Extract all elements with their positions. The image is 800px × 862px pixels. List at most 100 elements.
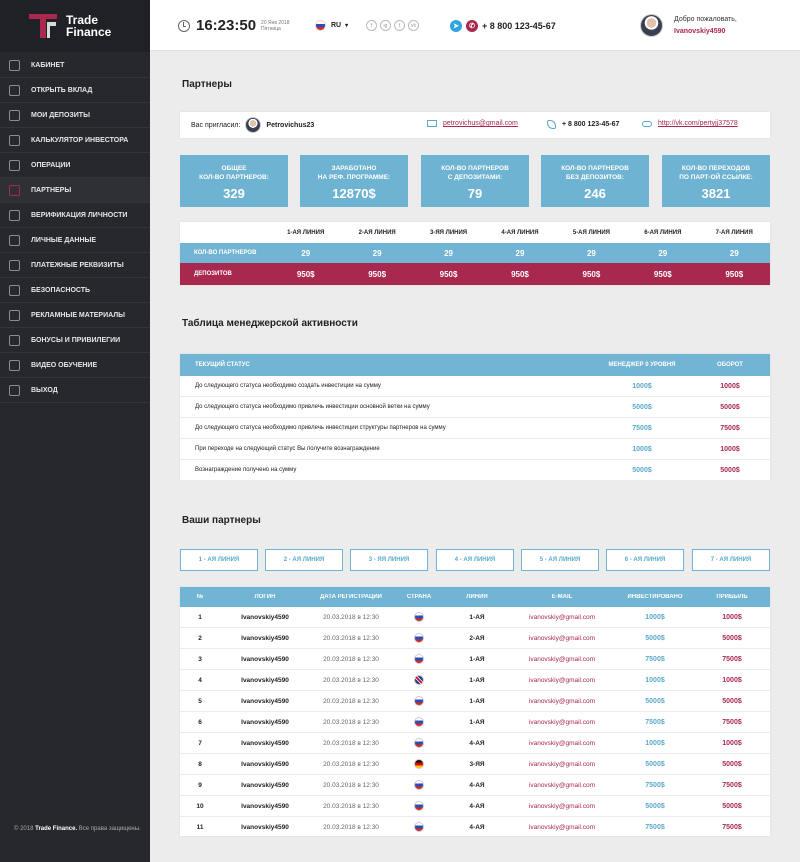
manager-header-cell: МЕНЕДЖЕР 0 УРОВНЯ [608, 362, 676, 368]
sidebar-item-13[interactable]: ВЫХОД [0, 378, 150, 403]
line-filter-button-5[interactable]: 5 - АЯ ЛИНИЯ [521, 549, 599, 571]
partners-date-cell: 20.03.2018 в 12:30 [323, 697, 379, 705]
partners-invested-cell: 5000$ [645, 760, 665, 768]
logo[interactable]: Trade Finance [0, 0, 150, 52]
avatar[interactable] [640, 14, 663, 37]
table-row: До следующего статуса необходимо создать… [180, 376, 770, 397]
sidebar-item-10[interactable]: РЕКЛАМНЫЕ МАТЕРИАЛЫ [0, 303, 150, 328]
line-filter-button-6[interactable]: 6 - АЯ ЛИНИЯ [606, 549, 684, 571]
partners-date-cell: 20.03.2018 в 12:30 [323, 823, 379, 831]
contacts: ➤ ✆ + 8 800 123-45-67 [450, 0, 556, 51]
document-icon [9, 209, 20, 221]
phone-icon [547, 120, 556, 129]
sidebar-item-2[interactable]: МОИ ДЕПОЗИТЫ [0, 103, 150, 128]
partners-email-cell[interactable]: ivanovskiy@gmail.com [528, 823, 596, 831]
partners-line-cell: 1-АЯ [469, 655, 485, 663]
calculator-icon [9, 134, 20, 146]
referrer-email[interactable]: petrovichus@gmail.com [443, 120, 518, 127]
partners-login-cell: Ivanovskiy4590 [241, 655, 289, 663]
lines-deposits-cell: 950$ [653, 269, 672, 279]
flag-ru-icon [414, 780, 424, 790]
partners-date-cell: 20.03.2018 в 12:30 [323, 760, 379, 768]
partners-header-cell: E-MAIL [551, 594, 573, 600]
partners-n-cell: 2 [198, 634, 202, 642]
partners-header-row: № ЛОГИН ДАТА РЕГИСТРАЦИИ СТРАНА ЛИНИЯ E-MAIL И… [180, 587, 770, 607]
sidebar-item-0[interactable]: КАБИНЕТ [0, 53, 150, 78]
partners-email-cell[interactable]: ivanovskiy@gmail.com [528, 634, 596, 642]
sidebar-item-4[interactable]: ОПЕРАЦИИ [0, 153, 150, 178]
line-filter-button-4[interactable]: 4 - АЯ ЛИНИЯ [436, 549, 514, 571]
instagram-icon[interactable]: ig [380, 20, 391, 31]
partners-email-cell[interactable]: ivanovskiy@gmail.com [528, 781, 596, 789]
telegram-icon[interactable]: ➤ [450, 19, 462, 32]
stat-value: 3821 [701, 186, 731, 201]
stat-label: КОЛ-ВО ПАРТНЕРОВ С ДЕПОЗИТАМИ: [441, 165, 509, 181]
referrer-avatar [245, 117, 262, 133]
shield-icon [9, 284, 20, 296]
header-phone[interactable]: + 8 800 123-45-67 [482, 20, 556, 31]
manager-header-cell: ОБОРОТ [717, 362, 743, 368]
partners-email-cell[interactable]: ivanovskiy@gmail.com [528, 655, 596, 663]
partners-profit-cell: 1000$ [722, 613, 742, 621]
partners-profit-cell: 1000$ [722, 739, 742, 747]
stat-card: КОЛ-ВО ПЕРЕХОДОВ ПО ПАРТ-ОЙ ССЫЛКЕ: 3821 [662, 155, 770, 207]
username[interactable]: Ivanovskiy4590 [674, 27, 726, 35]
partners-email-cell[interactable]: ivanovskiy@gmail.com [528, 739, 596, 747]
facebook-icon[interactable]: f [366, 20, 377, 31]
flag-ru-icon [414, 696, 424, 706]
sidebar-item-9[interactable]: БЕЗОПАСНОСТЬ [0, 278, 150, 303]
lines-partners-row: КОЛ-ВО ПАРТНЕРОВ 29 29 29 29 29 29 29 [180, 243, 770, 263]
vk-icon[interactable]: vk [408, 20, 419, 31]
referrer-phone: + 8 800 123-45-67 [562, 121, 620, 128]
partners-email-cell[interactable]: ivanovskiy@gmail.com [528, 676, 596, 684]
sidebar-item-5[interactable]: ПАРТНЕРЫ [0, 178, 150, 203]
partners-email-cell[interactable]: ivanovskiy@gmail.com [528, 718, 596, 726]
phone-icon[interactable]: ✆ [466, 19, 478, 32]
sidebar-item-11[interactable]: БОНУСЫ И ПРИВИЛЕГИИ [0, 328, 150, 353]
user-block[interactable]: Добро пожаловать, Ivanovskiy4590 [640, 0, 737, 51]
line-filter-button-1[interactable]: 1 - АЯ ЛИНИЯ [180, 549, 258, 571]
referrer-email-block: petrovichus@gmail.com [427, 120, 518, 127]
line-filter-button-3[interactable]: 3 - ЯЯ ЛИНИЯ [350, 549, 428, 571]
sidebar-item-6[interactable]: ВЕРИФИКАЦИЯ ЛИЧНОСТИ [0, 203, 150, 228]
partners-login-cell: Ivanovskiy4590 [241, 718, 289, 726]
partners-line-cell: 1-АЯ [469, 613, 485, 621]
partners-date-cell: 20.03.2018 в 12:30 [323, 781, 379, 789]
line-filter-button-7[interactable]: 7 - АЯ ЛИНИЯ [692, 549, 770, 571]
sidebar-item-3[interactable]: КАЛЬКУЛЯТОР ИНВЕСТОРА [0, 128, 150, 153]
twitter-icon[interactable]: t [394, 20, 405, 31]
manager-cell: 5000$ [632, 466, 652, 474]
partners-header-cell: ИНВЕСТИРОВАНО [627, 594, 683, 600]
lines-header-cell: 2-АЯ ЛИНИЯ [358, 229, 396, 236]
partners-line-cell: 1-АЯ [469, 697, 485, 705]
partners-line-cell: 4-АЯ [469, 781, 485, 789]
wallet-icon [9, 84, 20, 96]
tf-logo-icon [29, 14, 57, 38]
language-selector[interactable]: RU ▾ [315, 0, 348, 51]
partners-email-cell[interactable]: ivanovskiy@gmail.com [528, 697, 596, 705]
partners-date-cell: 20.03.2018 в 12:30 [323, 613, 379, 621]
flag-de-icon [414, 759, 424, 769]
partners-icon [9, 184, 20, 196]
partners-email-cell[interactable]: ivanovskiy@gmail.com [528, 802, 596, 810]
referrer-name: Petrovichus23 [266, 121, 315, 129]
sidebar-item-8[interactable]: ПЛАТЕЖНЫЕ РЕКВИЗИТЫ [0, 253, 150, 278]
partners-email-cell[interactable]: ivanovskiy@gmail.com [528, 760, 596, 768]
referral-link[interactable]: http://vk.com/pertyjj37578 [658, 120, 738, 127]
lines-deposits-row: ДЕПОЗИТОВ 950$ 950$ 950$ 950$ 950$ 950$ 950$ [180, 263, 770, 285]
russia-flag-icon [315, 20, 326, 31]
link-icon [642, 120, 652, 127]
topbar: 16:23:50 20 Янв 2018 Пятница RU ▾ f ig t … [150, 0, 800, 51]
sidebar-item-7[interactable]: ЛИЧНЫЕ ДАННЫЕ [0, 228, 150, 253]
partners-email-cell[interactable]: ivanovskiy@gmail.com [528, 613, 596, 621]
line-filter-button-2[interactable]: 2 - АЯ ЛИНИЯ [265, 549, 343, 571]
table-row: До следующего статуса необходимо привлеч… [180, 397, 770, 418]
table-row: 6 Ivanovskiy4590 20.03.2018 в 12:30 1-АЯ iva… [180, 712, 770, 733]
manager-cell: 7500$ [720, 424, 740, 432]
partners-login-cell: Ivanovskiy4590 [241, 697, 289, 705]
country-cell [392, 675, 446, 685]
lines-partners-cell: 29 [586, 248, 596, 258]
sidebar-item-1[interactable]: ОТКРЫТЬ ВКЛАД [0, 78, 150, 103]
sidebar-item-12[interactable]: ВИДЕО ОБУЧЕНИЕ [0, 353, 150, 378]
partners-line-cell: 4-АЯ [469, 739, 485, 747]
